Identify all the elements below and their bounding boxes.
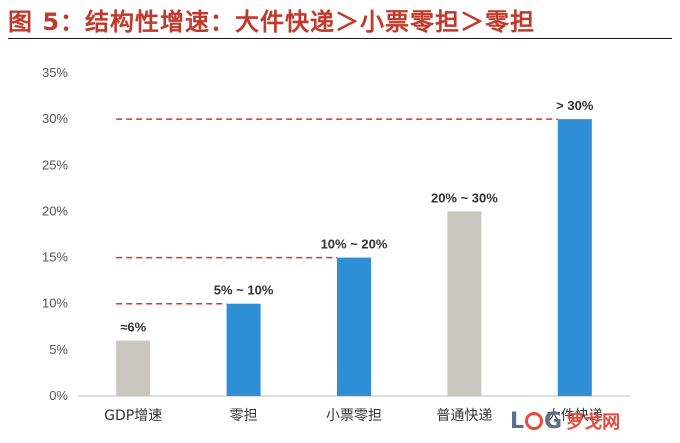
y-tick-label: 20% bbox=[42, 203, 68, 218]
bar bbox=[557, 119, 592, 397]
x-tick-label: 零担 bbox=[230, 408, 258, 424]
data-label: 10% ~ 20% bbox=[321, 237, 388, 252]
watermark-text: 罗戈网 bbox=[566, 412, 621, 433]
data-label: > 30% bbox=[556, 98, 594, 113]
y-tick-label: 35% bbox=[42, 65, 68, 80]
y-tick-label: 30% bbox=[42, 111, 68, 126]
bar bbox=[337, 257, 371, 396]
x-tick-label: GDP增速 bbox=[104, 408, 162, 424]
data-label: ≈6% bbox=[120, 320, 146, 335]
x-tick-label: 普通快递 bbox=[436, 408, 492, 424]
title-divider bbox=[8, 38, 672, 39]
data-label: 20% ~ 30% bbox=[431, 190, 498, 205]
y-tick-label: 0% bbox=[49, 388, 68, 403]
y-tick-label: 15% bbox=[42, 250, 68, 265]
watermark-ring-icon bbox=[525, 412, 544, 430]
bar bbox=[447, 211, 482, 396]
figure-title: 图 5：结构性增速：大件快递＞小票零担＞零担 bbox=[8, 8, 536, 36]
y-tick-label: 25% bbox=[42, 157, 68, 172]
data-label: 5% ~ 10% bbox=[214, 283, 274, 298]
bar bbox=[116, 340, 151, 396]
y-tick-label: 5% bbox=[49, 342, 68, 357]
x-tick-label: 小票零担 bbox=[326, 408, 382, 424]
x-tick-label: 大件快递 bbox=[547, 408, 603, 424]
bar bbox=[226, 303, 261, 396]
y-tick-label: 10% bbox=[42, 296, 68, 311]
